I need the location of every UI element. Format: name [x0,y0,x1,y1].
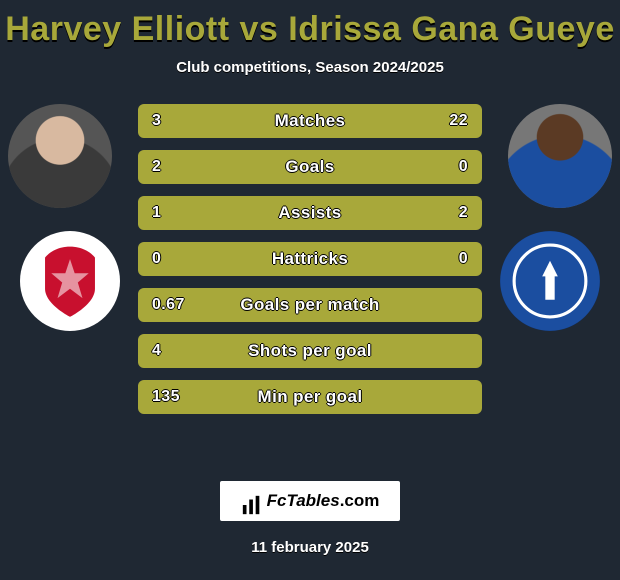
brand-name: FcTables [267,491,340,510]
player-right-club-badge: Everton [500,231,600,331]
stat-label: Shots per goal [138,341,482,361]
stat-row-goals: 2 Goals 0 [138,150,482,184]
stat-label: Goals per match [138,295,482,315]
stat-label: Hattricks [138,249,482,269]
stat-row-matches: 3 Matches 22 [138,104,482,138]
liverpool-crest-icon [20,231,120,331]
stat-right-value: 22 [449,112,468,130]
everton-crest-icon: Everton [500,231,600,331]
stat-bars: 3 Matches 22 2 Goals 0 1 Assists 2 0 Hat… [138,104,482,426]
stat-label: Matches [138,111,482,131]
player-left-portrait [8,104,112,208]
stat-left-value: 0 [152,250,161,268]
bars-icon [241,491,263,513]
stat-left-value: 3 [152,112,161,130]
page-title: Harvey Elliott vs Idrissa Gana Gueye [0,0,620,49]
compare-panel: Everton 3 Matches 22 2 Goals 0 1 Assists… [0,104,620,434]
stat-row-assists: 1 Assists 2 [138,196,482,230]
stat-label: Min per goal [138,387,482,407]
stat-left-value: 135 [152,388,180,406]
footer: FcTables.com 11 february 2025 [0,481,620,556]
silhouette-icon [508,104,612,208]
stat-row-hattricks: 0 Hattricks 0 [138,242,482,276]
stat-left-value: 2 [152,158,161,176]
stat-left-value: 4 [152,342,161,360]
stat-right-value: 0 [459,250,468,268]
stat-right-value: 0 [459,158,468,176]
stat-label: Goals [138,157,482,177]
player-left-club-badge [20,231,120,331]
stat-left-value: 1 [152,204,161,222]
stat-row-spg: 4 Shots per goal [138,334,482,368]
stat-right-value: 2 [459,204,468,222]
stat-left-value: 0.67 [152,296,185,314]
brand-logo: FcTables.com [220,481,400,521]
stat-row-mpg: 135 Min per goal [138,380,482,414]
date-label: 11 february 2025 [0,539,620,556]
stat-row-gpm: 0.67 Goals per match [138,288,482,322]
silhouette-icon [8,104,112,208]
page-subtitle: Club competitions, Season 2024/2025 [0,59,620,76]
stat-label: Assists [138,203,482,223]
brand-suffix: .com [340,491,380,510]
player-right-portrait [508,104,612,208]
